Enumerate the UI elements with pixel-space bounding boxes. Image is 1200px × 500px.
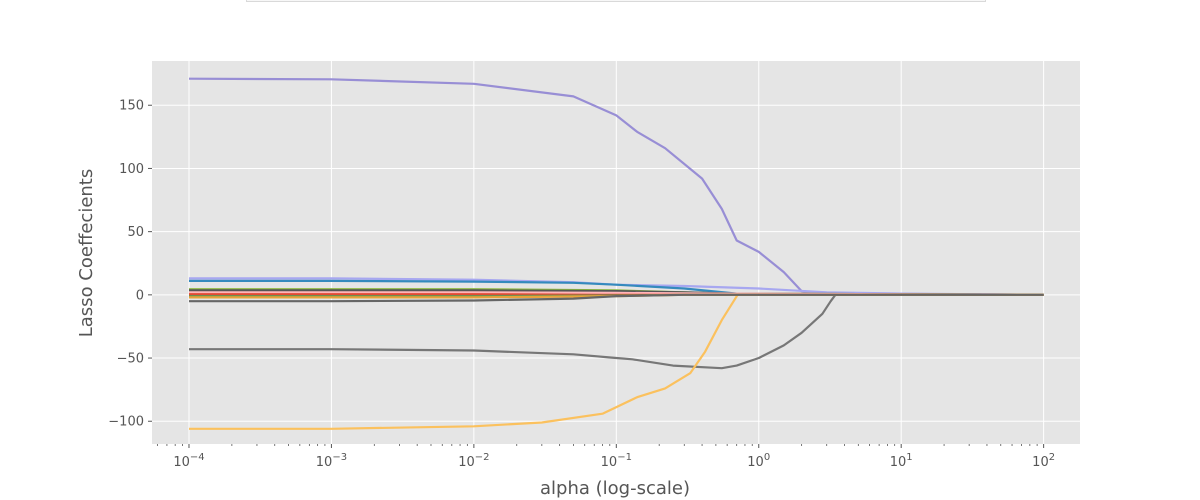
x-tick-label: 10−4 [173,452,204,470]
y-tick-label: 150 [119,99,144,114]
grid-lines [152,61,1080,444]
y-tick-label: −100 [108,415,144,430]
x-tick-label: 10−3 [316,452,347,470]
x-tick-label: 102 [1032,452,1055,470]
y-tick-label: −50 [117,352,144,367]
y-axis-ticks: 150 100 50 0 −50 −100 [108,99,152,430]
x-axis-ticks: 10−4 10−3 10−2 10−1 100 101 102 [156,444,1055,470]
y-tick-label: 50 [127,225,144,240]
x-tick-label: 10−2 [458,452,489,470]
x-axis-title: alpha (log-scale) [540,478,690,499]
coefficient-path-2 [189,292,1044,370]
coefficient-path-4 [189,277,1044,296]
y-tick-label: 100 [119,162,144,177]
y-axis-title: Lasso Coeffecients [76,169,97,338]
coefficient-path-1 [188,77,1044,296]
top-panel-edge [246,0,986,2]
x-tick-label: 100 [747,452,770,470]
y-tick-label: 0 [136,288,144,303]
x-tick-label: 10−1 [601,452,632,470]
x-tick-label: 101 [890,452,913,470]
coefficient-path-12 [189,293,1044,303]
series-lines [188,77,1044,430]
